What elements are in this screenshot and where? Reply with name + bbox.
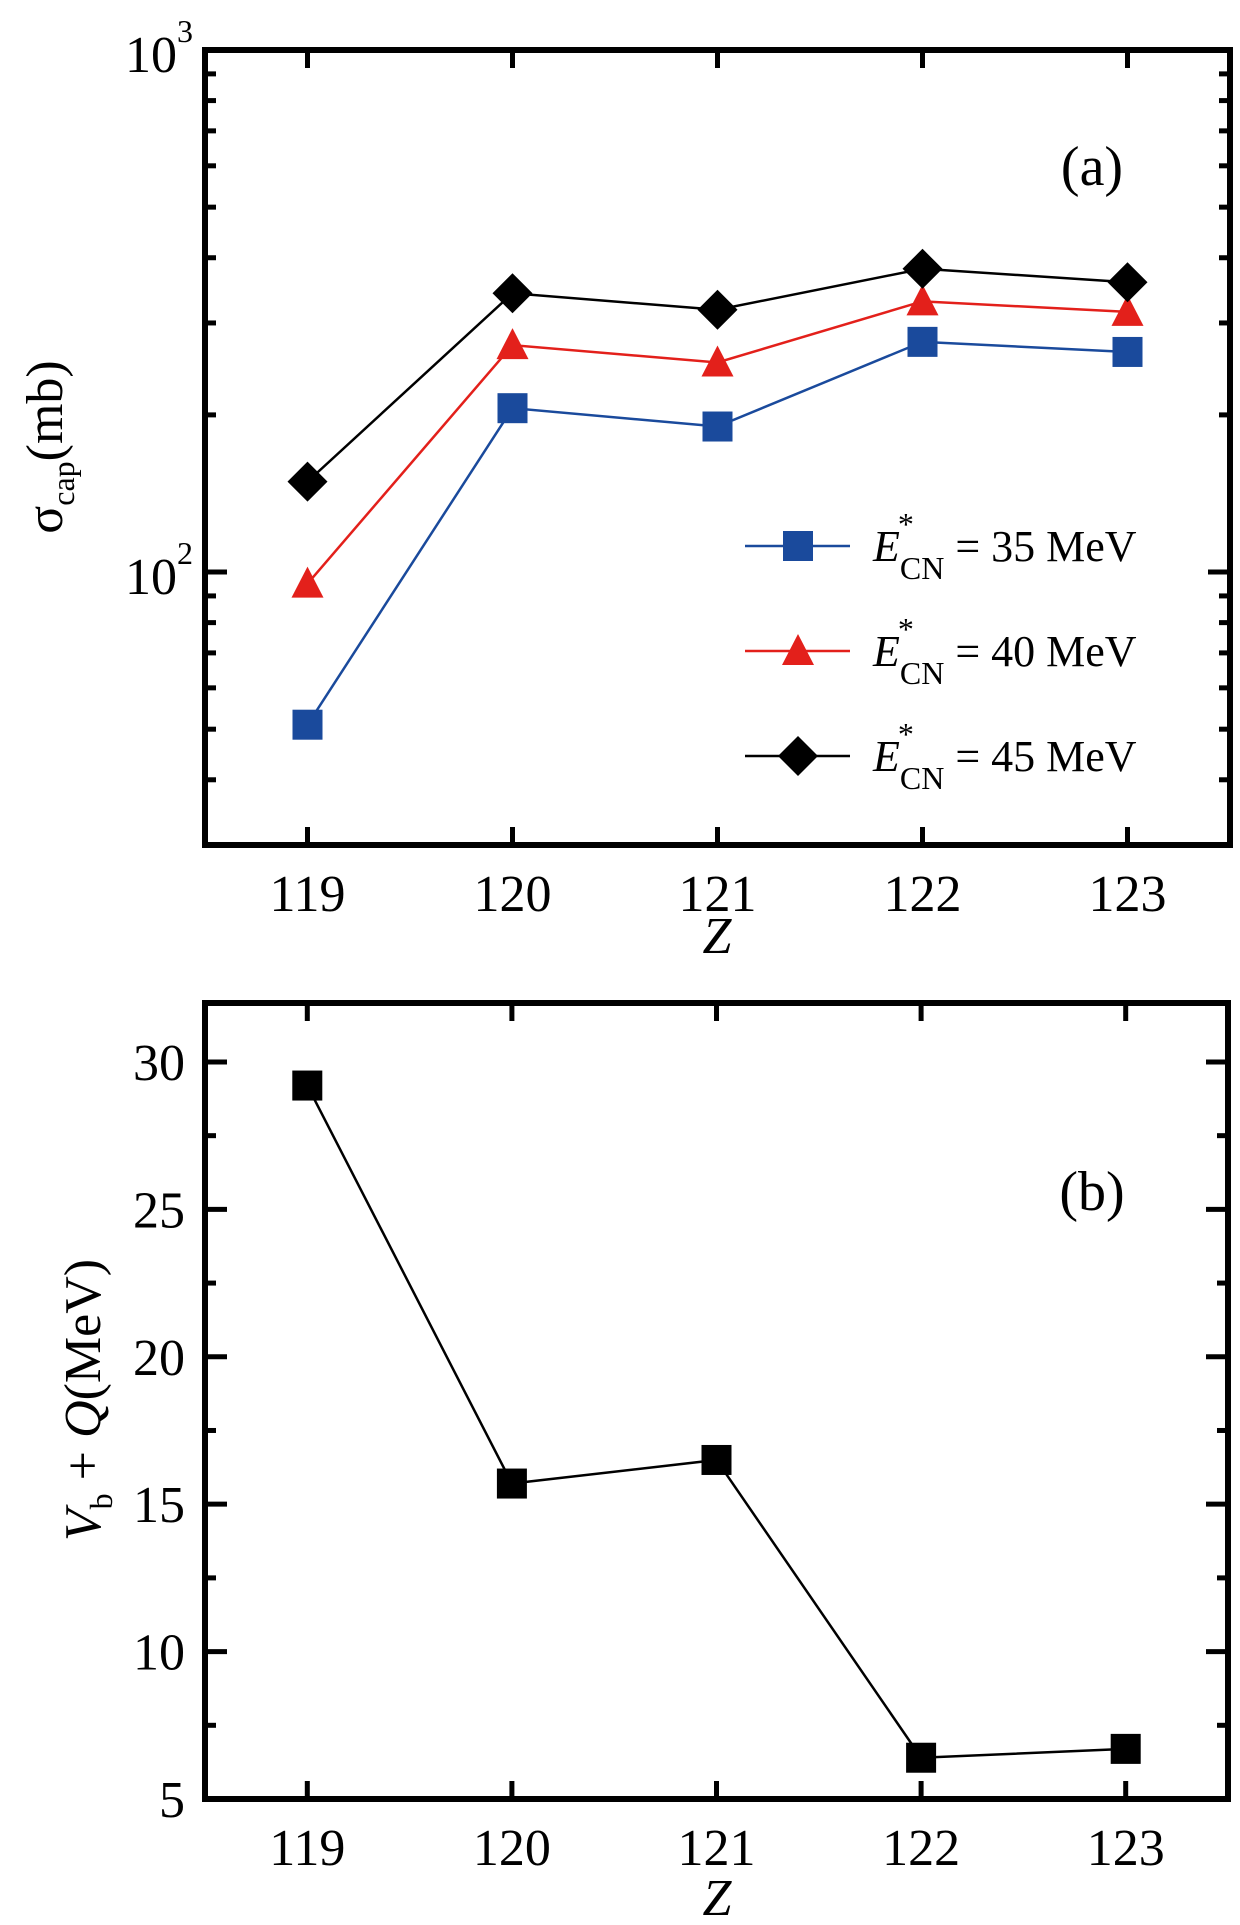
panel-b-y-axis-title: Vb + Q(MeV) xyxy=(55,1259,119,1541)
x-tick-label: 122 xyxy=(884,866,962,923)
panel-a-y-axis-title: σcap(mb) xyxy=(17,360,81,534)
series-1-point xyxy=(1111,294,1144,326)
panel-b-frame xyxy=(202,1000,1231,1802)
y-tick-label: 30 xyxy=(133,1035,185,1092)
panel-a-marks xyxy=(287,248,1148,740)
series-2-point xyxy=(1107,262,1148,303)
x-tick-label: 120 xyxy=(473,1820,551,1877)
series-0-line xyxy=(306,1084,1126,1760)
legend-triangle-marker xyxy=(782,634,814,665)
y-tick-label: 102 xyxy=(125,535,193,606)
y-tick-label: 20 xyxy=(133,1330,185,1387)
legend-label: E* CN = 45 MeV xyxy=(872,716,1137,796)
legend-label: E* CN = 40 MeV xyxy=(872,611,1137,691)
series-2-point xyxy=(902,248,943,289)
y-title-plus: + xyxy=(55,1438,112,1493)
y-tick-label: 10 xyxy=(133,1625,185,1682)
series-0-point xyxy=(702,411,733,442)
panel-a-legend: E* CN = 35 MeV E* CN = 40 MeV E* CN = 45 MeV xyxy=(745,506,1137,796)
panel-b-tick-labels: 119 120 121 122 123 5 10 15 20 25 30 xyxy=(133,1035,1165,1877)
series-1-point xyxy=(291,566,324,598)
y-title-v-sub: b xyxy=(83,1493,119,1509)
series-0-point xyxy=(497,393,528,424)
series-0-point xyxy=(1110,1733,1141,1764)
panel-a-label: (a) xyxy=(1061,136,1123,198)
y-tick-label: 5 xyxy=(159,1772,185,1829)
panel-a: 119 120 121 122 123 102 103 (a) σcap(mb) Z E* C… xyxy=(17,13,1233,965)
panel-b-x-axis-title: Z xyxy=(703,1870,733,1925)
y-tick-label: 15 xyxy=(133,1477,185,1534)
series-0-point xyxy=(292,1070,323,1101)
svg-text:σcap(mb): σcap(mb) xyxy=(17,360,81,534)
series-2-point xyxy=(697,289,738,330)
svg-text:Vb + Q(MeV): Vb + Q(MeV) xyxy=(55,1259,119,1541)
series-0-point xyxy=(292,709,323,740)
x-tick-label: 119 xyxy=(269,1820,345,1877)
panel-a-frame xyxy=(202,47,1233,848)
series-2-point xyxy=(492,273,533,314)
legend-square-marker xyxy=(783,531,813,561)
panel-a-x-axis-title: Z xyxy=(703,908,733,965)
y-title-symbol: σ xyxy=(17,506,74,534)
y-title-subscript: cap xyxy=(45,461,81,505)
x-tick-label: 120 xyxy=(474,866,552,923)
panel-b: 119 120 121 122 123 5 10 15 20 25 30 (b) Vb + Q(Me… xyxy=(55,1000,1231,1925)
y-title-v: V xyxy=(55,1504,112,1541)
x-tick-label: 121 xyxy=(679,866,757,923)
series-0-point xyxy=(906,1742,937,1773)
legend-item: E* CN = 40 MeV xyxy=(745,611,1137,691)
y-title-unit: (mb) xyxy=(17,360,74,461)
x-tick-label: 122 xyxy=(882,1820,960,1877)
series-2-point xyxy=(287,461,328,502)
x-tick-label: 119 xyxy=(269,866,345,923)
legend-diamond-marker xyxy=(778,736,818,776)
legend-label: E* CN = 35 MeV xyxy=(872,506,1137,586)
y-tick-label: 25 xyxy=(133,1182,185,1239)
y-tick-label: 103 xyxy=(125,13,193,84)
panel-b-label: (b) xyxy=(1059,1161,1124,1223)
series-1-point xyxy=(496,328,529,360)
legend-item: E* CN = 35 MeV xyxy=(745,506,1137,586)
legend-item: E* CN = 45 MeV xyxy=(745,716,1137,796)
series-0-point xyxy=(1112,336,1143,367)
series-1-point xyxy=(906,284,939,316)
x-tick-label: 123 xyxy=(1089,866,1167,923)
x-tick-label: 121 xyxy=(678,1820,756,1877)
x-tick-label: 123 xyxy=(1087,1820,1165,1877)
series-0-point xyxy=(701,1444,732,1475)
series-0-point xyxy=(496,1468,527,1499)
panel-b-marks xyxy=(292,1070,1141,1773)
panel-b-ticks xyxy=(205,1003,1228,1802)
y-title-unit: (MeV) xyxy=(55,1259,112,1401)
panel-a-tick-labels: 119 120 121 122 123 102 103 xyxy=(125,13,1167,923)
y-title-q: Q xyxy=(55,1400,112,1438)
series-1-point xyxy=(701,345,734,377)
series-0-point xyxy=(907,326,938,357)
